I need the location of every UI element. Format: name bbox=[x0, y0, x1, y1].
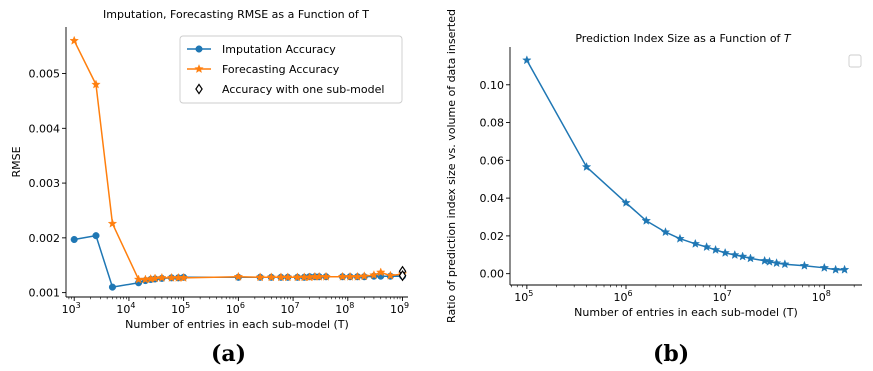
chart2-x-tick-label: 108 bbox=[812, 289, 831, 304]
chart1-y-tick-label: 0.002 bbox=[29, 232, 61, 245]
chart2-x-tick-exponent: 7 bbox=[727, 289, 732, 298]
chart2-y-tick-label: 0.02 bbox=[480, 230, 505, 243]
chart1-forecasting-accuracy-point bbox=[359, 271, 369, 281]
chart1-forecasting-accuracy-point bbox=[69, 35, 79, 45]
chart2-series-0-point bbox=[690, 238, 701, 248]
chart2-series-0-point bbox=[701, 242, 712, 252]
chart2-y-tick-label: 0.06 bbox=[480, 154, 505, 167]
chart1-legend-forecasting-accuracy-label: Forecasting Accuracy bbox=[222, 63, 340, 76]
chart1-x-tick-label: 104 bbox=[116, 301, 135, 316]
chart2-x-tick-label: 106 bbox=[613, 289, 632, 304]
chart1-forecasting-accuracy-point bbox=[369, 270, 379, 280]
chart1-x-tick-exponent: 8 bbox=[349, 301, 354, 310]
chart2-x-tick-exponent: 6 bbox=[627, 289, 632, 298]
chart1-forecasting-accuracy-point bbox=[283, 272, 293, 282]
chart1-x-tick-exponent: 9 bbox=[404, 301, 409, 310]
chart2-x-axis-label: Number of entries in each sub-model (T) bbox=[574, 306, 798, 319]
chart2-x-tick-exponent: 5 bbox=[528, 289, 533, 298]
chart1-imputation-accuracy-point bbox=[108, 283, 117, 291]
chart1-imputation-accuracy-point bbox=[70, 235, 78, 244]
chart2-series-0-point bbox=[764, 256, 775, 266]
chart2-series-0-point bbox=[819, 262, 830, 272]
chart1-x-axis-label: Number of entries in each sub-model (T) bbox=[125, 318, 349, 331]
chart2-title: Prediction Index Size as a Function of T bbox=[575, 32, 792, 45]
chart1-y-tick-label: 0.004 bbox=[29, 122, 61, 135]
chart2-series-0-point bbox=[799, 260, 810, 270]
chart2-series-0-point bbox=[771, 258, 782, 268]
chart2-series-0-point bbox=[720, 247, 730, 257]
chart2-series-0-point bbox=[745, 253, 756, 263]
chart2-y-tick-label: 0.00 bbox=[480, 268, 505, 281]
chart2-x-tick-exponent: 8 bbox=[826, 289, 831, 298]
chart2-series-0-line bbox=[526, 59, 845, 271]
chart1-x-tick-label: 103 bbox=[62, 301, 81, 316]
chart1-x-tick-exponent: 5 bbox=[185, 301, 190, 310]
chart1-forecasting-accuracy-point bbox=[91, 79, 101, 89]
panel-label-a: (a) bbox=[211, 341, 247, 367]
chart1-y-tick-label: 0.001 bbox=[29, 287, 61, 300]
chart2-series-0-point bbox=[660, 227, 671, 237]
chart2-legend-box bbox=[848, 54, 862, 68]
chart1-legend-accuracy-with-one-sub-model-marker bbox=[195, 83, 203, 95]
chart1-legend-imputation-accuracy-label: Imputation Accuracy bbox=[222, 43, 336, 56]
chart2-x-tick-label: 107 bbox=[713, 289, 732, 304]
chart1-forecasting-accuracy-point bbox=[178, 272, 189, 282]
chart1-x-tick-label: 106 bbox=[226, 301, 245, 316]
chart1-x-tick-label: 107 bbox=[281, 301, 300, 316]
chart2-y-tick-label: 0.04 bbox=[480, 192, 505, 205]
chart1-imputation-accuracy-point bbox=[92, 232, 100, 240]
chart1-forecasting-accuracy-point bbox=[266, 272, 277, 282]
chart2-series-0-point bbox=[710, 244, 721, 254]
chart1-forecasting-accuracy-point bbox=[321, 271, 331, 281]
chart1-x-tick-exponent: 4 bbox=[130, 301, 135, 310]
chart2-title-italic: T bbox=[780, 32, 791, 45]
chart1-legend-imputation-accuracy-marker bbox=[195, 45, 203, 53]
chart2-series-0-point bbox=[675, 233, 685, 243]
chart1-x-tick-exponent: 7 bbox=[295, 301, 300, 310]
chart2-series-0-point bbox=[780, 259, 790, 269]
chart1-forecasting-accuracy-point bbox=[233, 271, 244, 281]
chart1-forecasting-accuracy-point bbox=[107, 218, 118, 228]
chart1-x-tick-label: 105 bbox=[171, 301, 190, 316]
chart2-y-tick-label: 0.10 bbox=[480, 79, 505, 92]
chart2-series-0-point bbox=[730, 250, 740, 259]
chart2-series-0-point bbox=[830, 264, 841, 274]
chart1-forecasting-accuracy-point bbox=[385, 270, 396, 280]
panel-label-b: (b) bbox=[653, 341, 690, 367]
chart2-series-0-point bbox=[581, 161, 592, 171]
chart1-y-tick-label: 0.003 bbox=[29, 177, 61, 190]
chart2-series-0-point bbox=[737, 251, 748, 261]
chart1-x-tick-exponent: 6 bbox=[240, 301, 245, 310]
chart2-series-0-point bbox=[522, 55, 532, 65]
chart1-x-tick-label: 108 bbox=[335, 301, 354, 316]
chart1-forecasting-accuracy-point bbox=[376, 267, 386, 277]
chart2-x-tick-label: 105 bbox=[514, 289, 533, 304]
chart1-y-axis-label: RMSE bbox=[10, 146, 23, 177]
chart2-series-0-point bbox=[621, 197, 631, 207]
chart1-x-tick-label: 109 bbox=[390, 301, 409, 316]
chart2-y-tick-label: 0.08 bbox=[480, 117, 505, 130]
chart1-accuracy-with-one-sub-model-point bbox=[398, 269, 407, 282]
chart1-x-tick-exponent: 3 bbox=[76, 301, 81, 310]
chart2-series-0-point bbox=[759, 255, 770, 265]
chart1-title: Imputation, Forecasting RMSE as a Functi… bbox=[103, 8, 369, 21]
chart1-forecasting-accuracy-point bbox=[157, 272, 167, 282]
chart1-legend-accuracy-with-one-sub-model-label: Accuracy with one sub-model bbox=[222, 83, 384, 96]
chart2-series-0-point bbox=[641, 215, 651, 225]
chart1-y-tick-label: 0.005 bbox=[29, 68, 61, 81]
chart1-forecasting-accuracy-point bbox=[255, 272, 265, 282]
chart1-legend-forecasting-accuracy-marker bbox=[194, 64, 204, 74]
chart1-legend-box bbox=[179, 35, 403, 104]
chart2-y-axis-label: Ratio of prediction index size vs. volum… bbox=[445, 9, 458, 323]
chart2-series-0-point bbox=[839, 264, 850, 274]
